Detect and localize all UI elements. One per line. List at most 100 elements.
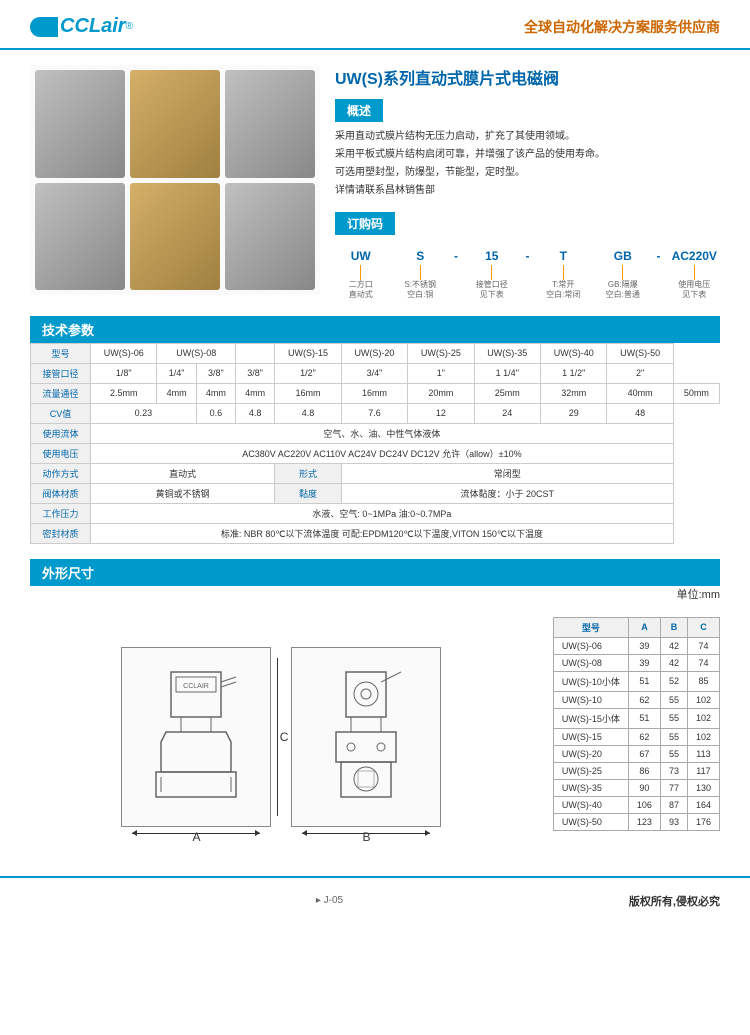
spec-row-label: 动作方式 [31, 463, 91, 483]
product-image-grid [30, 65, 320, 295]
dim-cell: 55 [660, 728, 687, 745]
order-dash: - [526, 249, 530, 301]
order-value: T [538, 249, 590, 263]
spec-header-cell: UW(S)-50 [607, 343, 673, 363]
dim-cell: UW(S)-35 [553, 779, 628, 796]
order-column: UW二方口 直动式 [335, 249, 387, 301]
spec-row-label: 接管口径 [31, 363, 91, 383]
spec-cell: 4mm [157, 383, 196, 403]
dim-cell: 164 [687, 796, 719, 813]
dim-cell: UW(S)-25 [553, 762, 628, 779]
order-code-label: 订购码 [335, 212, 395, 235]
dim-cell: 90 [628, 779, 660, 796]
spec-cell: 1/2" [275, 363, 341, 383]
dim-cell: 87 [660, 796, 687, 813]
spec-cell: 直动式 [91, 463, 275, 483]
spec-cell: 水液、空气: 0~1MPa 油:0~0.7MPa [91, 503, 674, 523]
dim-cell: 77 [660, 779, 687, 796]
valve-front-icon: CCLAIR [136, 662, 256, 812]
order-line-icon [563, 265, 564, 280]
spec-cell: 20mm [408, 383, 474, 403]
unit-label: 单位:mm [30, 586, 720, 602]
dim-cell: 113 [687, 745, 719, 762]
dim-cell: 55 [660, 691, 687, 708]
spec-header-cell: UW(S)-20 [341, 343, 407, 363]
page-number: ▸ J-05 [316, 895, 343, 906]
spec-sub-label: 形式 [275, 463, 341, 483]
dim-cell: 62 [628, 728, 660, 745]
overview-line: 采用直动式膜片结构无压力启动，扩充了其使用领域。 [335, 128, 720, 146]
spec-cell: 1" [408, 363, 474, 383]
svg-text:CCLAIR: CCLAIR [184, 683, 210, 690]
spec-row-label: 使用电压 [31, 443, 91, 463]
spec-cell: 1 1/2" [541, 363, 607, 383]
spec-cell: 0.6 [196, 403, 235, 423]
order-desc: GB:隔爆 空白:普通 [597, 280, 649, 301]
spec-cell: 1/8" [91, 363, 157, 383]
product-image [130, 70, 220, 178]
spec-header: 技术参数 [30, 316, 720, 343]
valve-side-icon [306, 662, 426, 812]
spec-cell: 3/8" [236, 363, 275, 383]
spec-cell: 4mm [196, 383, 235, 403]
spec-header-cell: UW(S)-25 [408, 343, 474, 363]
spec-row-label: 流量通径 [31, 383, 91, 403]
dim-b-label: B [362, 830, 370, 844]
product-image [225, 183, 315, 291]
order-line-icon [360, 265, 361, 280]
order-value: AC220V [669, 249, 721, 263]
spec-header-cell [236, 343, 275, 363]
spec-cell: 2.5mm [91, 383, 157, 403]
spec-cell: 空气、水、油、中性气体液体 [91, 423, 674, 443]
page-footer: ▸ J-05 版权所有,侵权必究 [0, 876, 750, 924]
dim-cell: 51 [628, 708, 660, 728]
dim-cell: 73 [660, 762, 687, 779]
dim-cell: 102 [687, 691, 719, 708]
order-dash: - [454, 249, 458, 301]
order-desc: T:常开 空白:常闭 [538, 280, 590, 301]
spec-cell: 40mm [607, 383, 673, 403]
dim-cell: 102 [687, 708, 719, 728]
dim-header: 型号 [553, 617, 628, 637]
dim-cell: 176 [687, 813, 719, 830]
spec-header-cell: UW(S)-40 [541, 343, 607, 363]
spec-sub-label: 黏度 [275, 483, 341, 503]
dim-cell: UW(S)-40 [553, 796, 628, 813]
spec-cell: 黄铜或不锈钢 [91, 483, 275, 503]
spec-cell: 4.8 [236, 403, 275, 423]
spec-cell: 常闭型 [341, 463, 673, 483]
dim-cell: 39 [628, 654, 660, 671]
dim-cell: 106 [628, 796, 660, 813]
order-desc: 使用电压 见下表 [669, 280, 721, 301]
dim-cell: 130 [687, 779, 719, 796]
order-line-icon [622, 265, 623, 280]
diagram-side: B [291, 647, 441, 827]
overview-line: 可选用塑封型，防爆型，节能型，定时型。 [335, 164, 720, 182]
order-column: 15接管口径 见下表 [466, 249, 518, 301]
tagline: 全球自动化解决方案服务供应商 [524, 17, 720, 37]
dim-cell: 123 [628, 813, 660, 830]
spec-cell: 29 [541, 403, 607, 423]
product-title: UW(S)系列直动式膜片式电磁阀 [335, 65, 720, 89]
dim-cell: UW(S)-10 [553, 691, 628, 708]
page-header: CCLair ® 全球自动化解决方案服务供应商 [0, 0, 750, 50]
dim-cell: UW(S)-10小体 [553, 671, 628, 691]
logo-mark-icon [30, 17, 58, 37]
spec-table: 型号UW(S)-06UW(S)-08UW(S)-15UW(S)-20UW(S)-… [30, 343, 720, 544]
dim-cell: 85 [687, 671, 719, 691]
spec-cell: 50mm [673, 383, 719, 403]
copyright: 版权所有,侵权必究 [629, 893, 720, 909]
dim-cell: UW(S)-08 [553, 654, 628, 671]
product-image [225, 70, 315, 178]
spec-cell: 3/8" [196, 363, 235, 383]
spec-cell: 1 1/4" [474, 363, 540, 383]
order-desc: 二方口 直动式 [335, 280, 387, 301]
order-value: 15 [466, 249, 518, 263]
order-line-icon [694, 265, 695, 280]
dim-cell: 39 [628, 637, 660, 654]
dim-cell: 62 [628, 691, 660, 708]
spec-cell: 2" [607, 363, 673, 383]
spec-cell: 24 [474, 403, 540, 423]
spec-row-label: 密封材质 [31, 523, 91, 543]
order-desc: S:不锈钢 空白:铜 [395, 280, 447, 301]
